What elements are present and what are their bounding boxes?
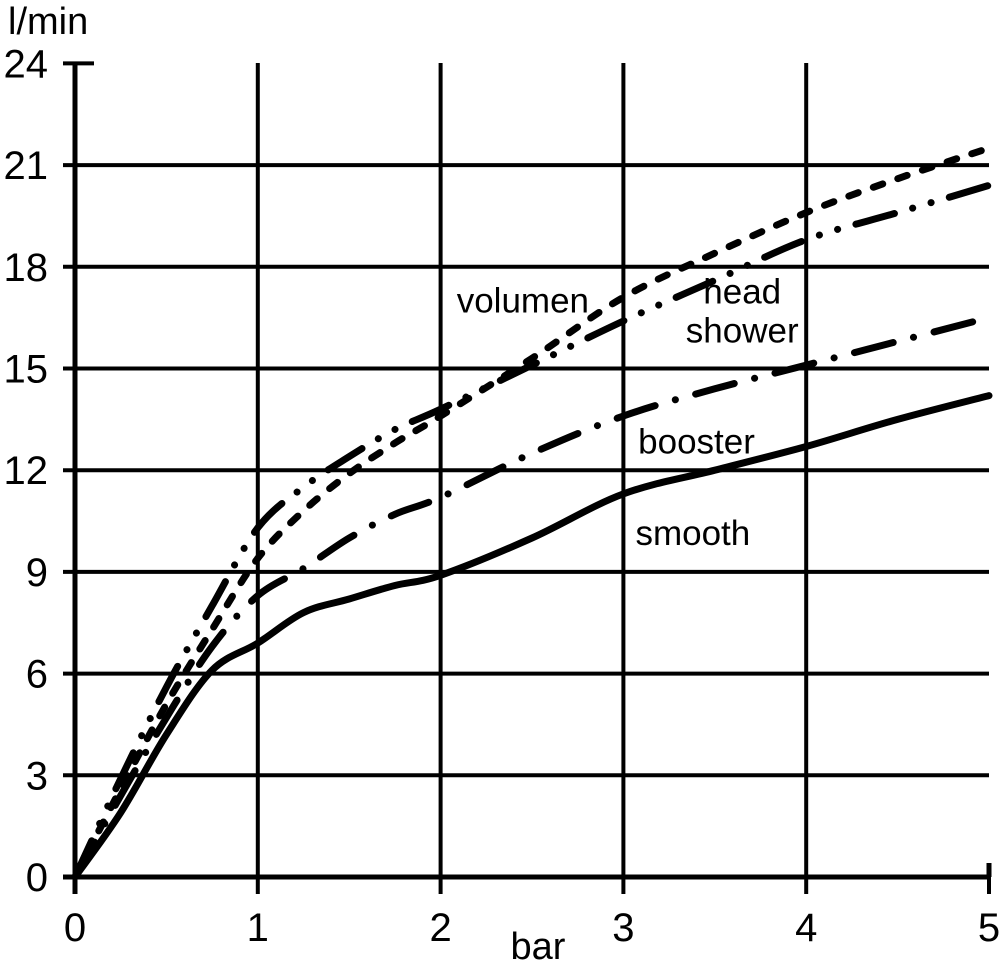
series-booster-label: booster (638, 422, 755, 461)
series-booster-line (75, 318, 989, 877)
series-head-shower-label: head (703, 272, 781, 311)
x-tick-label-3: 3 (612, 906, 634, 950)
x-tick-label-4: 4 (795, 906, 817, 950)
x-tick-label-1: 1 (247, 906, 269, 950)
y-tick-label-6: 6 (26, 653, 48, 697)
y-tick-label-24: 24 (4, 42, 49, 86)
x-tick-label-0: 0 (64, 906, 86, 950)
x-tick-label-5: 5 (978, 906, 1000, 950)
y-axis-unit-label: l/min (8, 1, 88, 43)
y-tick-label-18: 18 (4, 246, 49, 290)
y-tick-label-3: 3 (26, 754, 48, 798)
series-volumen-label: volumen (457, 282, 589, 321)
y-tick-label-9: 9 (26, 551, 48, 595)
series-volumen-line (75, 148, 989, 877)
y-tick-label-12: 12 (4, 449, 49, 493)
series-smooth-line (75, 396, 989, 877)
series-head-shower-label: shower (686, 311, 799, 350)
y-tick-label-21: 21 (4, 144, 49, 188)
y-tick-label-15: 15 (4, 348, 49, 392)
x-axis-unit-label: bar (511, 926, 566, 962)
series-smooth-label: smooth (635, 514, 750, 553)
grid-layer (63, 63, 989, 894)
curves-layer (75, 148, 989, 877)
x-tick-label-2: 2 (429, 906, 451, 950)
y-tick-label-0: 0 (26, 856, 48, 900)
